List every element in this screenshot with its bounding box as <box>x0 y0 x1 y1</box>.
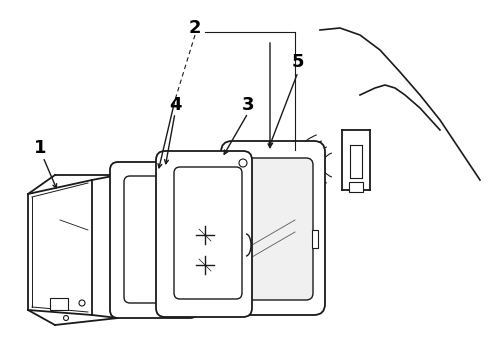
FancyBboxPatch shape <box>174 167 242 299</box>
FancyBboxPatch shape <box>239 158 313 300</box>
Bar <box>312 230 318 248</box>
Bar <box>50 298 68 310</box>
Text: 1: 1 <box>34 139 46 157</box>
Text: 5: 5 <box>292 53 304 71</box>
FancyBboxPatch shape <box>221 141 325 315</box>
Bar <box>349 182 363 192</box>
Text: 2: 2 <box>189 19 201 37</box>
Text: 3: 3 <box>242 96 254 114</box>
FancyBboxPatch shape <box>156 151 252 317</box>
FancyBboxPatch shape <box>110 162 198 318</box>
FancyBboxPatch shape <box>124 176 188 303</box>
Text: 4: 4 <box>169 96 181 114</box>
